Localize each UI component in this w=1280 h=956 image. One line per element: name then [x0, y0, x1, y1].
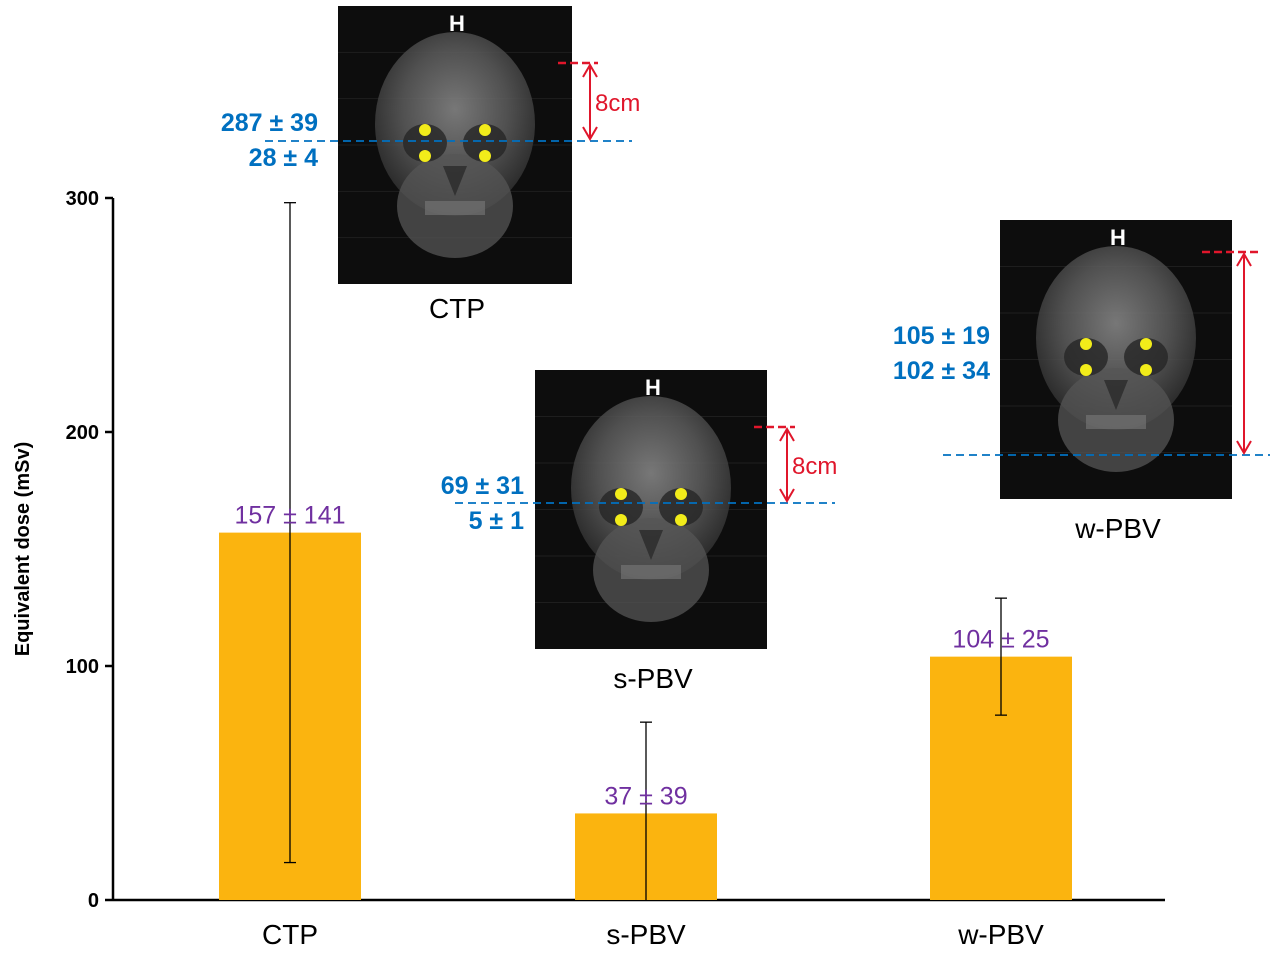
orbit-left — [599, 488, 643, 526]
distance-arrowhead-top — [779, 427, 795, 442]
orbit-left — [1064, 338, 1108, 376]
teeth — [1086, 415, 1146, 429]
teeth — [425, 201, 485, 215]
inset-w-PBV: H 105 ± 19 102 ± 34 w-PBV — [893, 220, 1270, 544]
eye-dose-point — [419, 124, 431, 136]
orbit-right — [659, 488, 703, 526]
image-dose-value: 102 ± 34 — [893, 357, 990, 385]
nasal-cavity — [639, 530, 663, 560]
x-axis-tick-labels: CTP s-PBV w-PBV — [262, 919, 1044, 950]
chart-plot-area: 0 100 200 300 Equivalent dose (mSv) 157 ± 1… — [12, 188, 1165, 950]
distance-arrowhead-bottom — [779, 488, 795, 503]
y-tick-label: 300 — [66, 188, 99, 210]
orbit-right — [463, 124, 507, 162]
bar-value-label-s-PBV: 37 ± 39 — [604, 782, 687, 810]
skull-image-insets: H 8cm 287 ± 39 28 ± 4 CTP H 8cm 69 ± 31 5 ± 1 s-P… — [221, 6, 1270, 694]
bar-value-label-w-PBV: 104 ± 25 — [952, 626, 1049, 654]
nasal-cavity — [443, 166, 467, 196]
orientation-label: H — [449, 11, 465, 36]
eye-dose-point — [615, 514, 627, 526]
image-caption: CTP — [429, 293, 485, 324]
eye-dose-point — [479, 150, 491, 162]
image-dose-value: 28 ± 4 — [249, 144, 318, 172]
bar-series: 157 ± 141 37 ± 39 104 ± 25 — [219, 202, 1072, 900]
eye-dose-point — [1140, 338, 1152, 350]
orbit-left — [403, 124, 447, 162]
eye-dose-point — [675, 488, 687, 500]
y-tick-label: 100 — [66, 656, 99, 678]
distance-arrowhead-bottom — [1236, 440, 1252, 455]
y-axis-ticks: 0 100 200 300 — [66, 188, 113, 912]
bar-value-label-CTP: 157 ± 141 — [234, 502, 345, 530]
eye-dose-point — [615, 488, 627, 500]
distance-arrowhead-top — [1236, 252, 1252, 267]
teeth — [621, 565, 681, 579]
x-tick-label-CTP: CTP — [262, 919, 318, 950]
inset-s-PBV: H 8cm 69 ± 31 5 ± 1 s-PBV — [441, 370, 837, 694]
eye-dose-point — [675, 514, 687, 526]
distance-label: 8cm — [792, 453, 837, 480]
x-tick-label-w-PBV: w-PBV — [957, 919, 1044, 950]
orientation-label: H — [1110, 225, 1126, 250]
distance-label: 8cm — [595, 90, 640, 117]
image-dose-value: 5 ± 1 — [469, 507, 525, 535]
y-axis-title: Equivalent dose (mSv) — [12, 442, 34, 657]
eye-dose-point — [1080, 364, 1092, 376]
eye-dose-point — [479, 124, 491, 136]
inset-CTP: H 8cm 287 ± 39 28 ± 4 CTP — [221, 6, 640, 324]
orbit-right — [1124, 338, 1168, 376]
nasal-cavity — [1104, 380, 1128, 410]
image-caption: s-PBV — [613, 663, 693, 694]
eye-dose-point — [1140, 364, 1152, 376]
y-tick-label: 200 — [66, 422, 99, 444]
distance-arrowhead-top — [582, 63, 598, 78]
eye-dose-point — [1080, 338, 1092, 350]
x-tick-label-s-PBV: s-PBV — [606, 919, 686, 950]
image-caption: w-PBV — [1074, 513, 1161, 544]
distance-arrowhead-bottom — [582, 126, 598, 141]
image-dose-value: 105 ± 19 — [893, 322, 990, 350]
orientation-label: H — [645, 375, 661, 400]
y-tick-label: 0 — [88, 890, 99, 912]
eye-dose-point — [419, 150, 431, 162]
image-dose-value: 69 ± 31 — [441, 472, 524, 500]
image-dose-value: 287 ± 39 — [221, 109, 318, 137]
